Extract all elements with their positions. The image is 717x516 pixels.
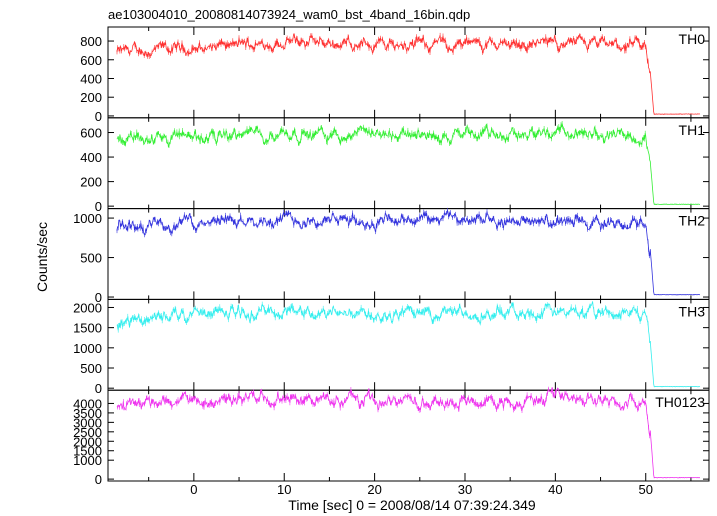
panel-frame <box>107 389 710 482</box>
y-tick-label: 200 <box>80 90 102 105</box>
x-tick-label: 0 <box>190 482 197 497</box>
y-tick-label: 1000 <box>73 341 102 356</box>
y-tick-label: 400 <box>80 71 102 86</box>
panel-label: TH3 <box>679 303 706 319</box>
error-bars-th0123 <box>117 386 650 439</box>
x-tick-label: 10 <box>277 482 291 497</box>
y-tick-label: 500 <box>80 361 102 376</box>
y-tick-label: 3500 <box>73 406 102 421</box>
series-line-th0123 <box>116 387 700 479</box>
series-line-th2 <box>116 210 701 296</box>
panels: 0 200 400 600 800 TH0 0 200 400 600 TH1 0 500 1000 TH2… <box>73 26 710 487</box>
y-tick-label: 800 <box>80 34 102 49</box>
y-tick-label: 2000 <box>73 300 102 315</box>
panel-label: TH0123 <box>655 394 705 410</box>
panel-th3: 0 500 1000 1500 2000 TH3 <box>73 298 710 396</box>
y-tick-label: 0 <box>95 472 102 487</box>
panel-th2: 0 500 1000 TH2 <box>73 207 710 305</box>
y-tick-label: 1000 <box>73 453 102 468</box>
y-tick-label: 1000 <box>73 211 102 226</box>
panel-label: TH0 <box>679 31 706 47</box>
x-tick-label: 40 <box>548 482 562 497</box>
y-tick-label: 0 <box>95 290 102 305</box>
panel-label: TH1 <box>679 122 706 138</box>
y-tick-label: 0 <box>95 381 102 396</box>
y-tick-label: 2000 <box>73 434 102 449</box>
y-tick-label: 0 <box>95 109 102 124</box>
y-tick-label: 1500 <box>73 321 102 336</box>
y-tick-label: 600 <box>80 53 102 68</box>
panel-th1: 0 200 400 600 TH1 <box>80 117 710 214</box>
error-bars-th0 <box>116 32 649 64</box>
x-tick-label: 20 <box>367 482 381 497</box>
error-bars-th1 <box>118 121 647 148</box>
y-tick-label: 500 <box>80 251 102 266</box>
panel-frame <box>107 26 710 119</box>
y-axis-label: Counts/sec <box>34 222 50 292</box>
error-bars-th3 <box>117 301 649 333</box>
x-tick-label: 50 <box>639 482 653 497</box>
panel-label: TH2 <box>679 213 706 229</box>
y-tick-label: 400 <box>80 150 102 165</box>
panel-th0: 0 200 400 600 800 TH0 <box>80 26 710 124</box>
chart-title: ae103004010_20080814073924_wam0_bst_4ban… <box>108 7 470 22</box>
x-axis-label: Time [sec] 0 = 2008/08/14 07:39:24.349 <box>288 497 536 513</box>
y-tick-label: 2500 <box>73 425 102 440</box>
x-tick-labels: 0 10 20 30 40 50 <box>190 482 653 497</box>
series-line-th1 <box>116 123 700 205</box>
y-tick-label: 200 <box>80 175 102 190</box>
y-tick-label: 600 <box>80 126 102 141</box>
y-tick-label: 1500 <box>73 444 102 459</box>
error-bars-th2 <box>116 207 650 259</box>
y-tick-label: 4000 <box>73 396 102 411</box>
series-line-th0 <box>116 32 701 115</box>
x-tick-label: 30 <box>458 482 472 497</box>
y-tick-label: 3000 <box>73 415 102 430</box>
y-tick-label: 0 <box>95 199 102 214</box>
